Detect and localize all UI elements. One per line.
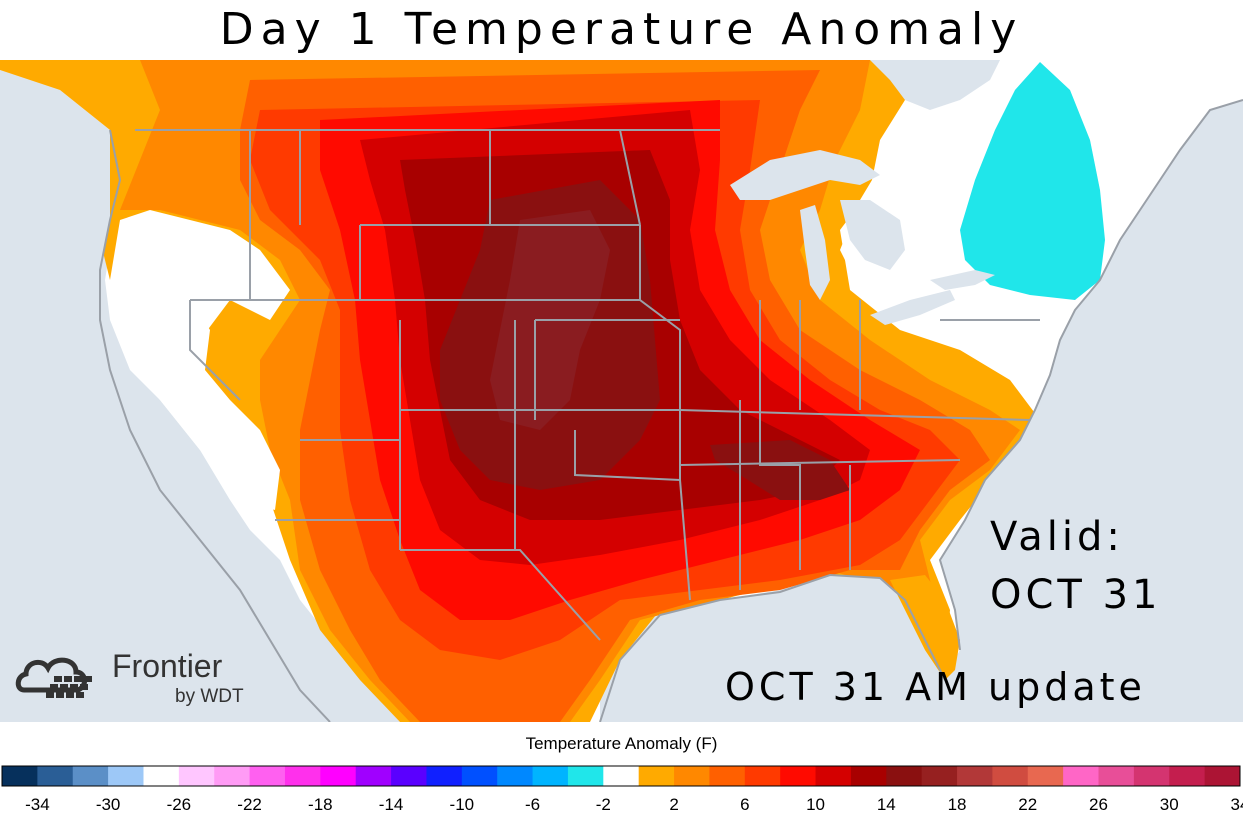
gulf-of-mexico bbox=[600, 575, 940, 722]
lake-erie bbox=[870, 290, 955, 325]
legend-swatch bbox=[249, 766, 286, 786]
legend-swatch bbox=[461, 766, 498, 786]
legend-swatch bbox=[992, 766, 1029, 786]
legend-tick-label: 34 bbox=[1231, 795, 1243, 814]
legend-swatch bbox=[108, 766, 144, 786]
legend-swatch bbox=[391, 766, 427, 786]
legend-swatch bbox=[426, 766, 463, 786]
legend-swatch bbox=[603, 766, 640, 786]
legend-swatch bbox=[744, 766, 781, 786]
legend-swatch bbox=[921, 766, 958, 786]
gulf-coastline bbox=[599, 573, 946, 722]
legend-swatch bbox=[674, 766, 710, 786]
legend-tick-label: 10 bbox=[806, 795, 825, 814]
valid-label: Valid: bbox=[990, 514, 1124, 560]
legend-tick-label: 6 bbox=[740, 795, 749, 814]
legend-swatch bbox=[638, 766, 675, 786]
cool-anomaly-zone bbox=[960, 62, 1105, 300]
color-legend: -34 -30 -26 -22 -18 -14 -10 -6 -2 2 6 10 14 18 22 26 30 3… bbox=[1, 765, 1243, 814]
legend-tick-label: 26 bbox=[1089, 795, 1108, 814]
legend-tick-label: -10 bbox=[450, 795, 475, 814]
legend-swatch bbox=[1169, 766, 1206, 786]
lake-michigan bbox=[800, 205, 830, 300]
legend-swatch bbox=[957, 766, 993, 786]
legend-swatch bbox=[497, 766, 534, 786]
anomaly-0-sw bbox=[110, 300, 280, 510]
legend-tick-label: -6 bbox=[525, 795, 540, 814]
legend-tick-label: -26 bbox=[167, 795, 192, 814]
map-title: Day 1 Temperature Anomaly bbox=[219, 4, 1024, 55]
water-north bbox=[870, 60, 1000, 110]
legend-swatch bbox=[284, 766, 321, 786]
legend-swatch bbox=[1063, 766, 1100, 786]
logo-name: Frontier bbox=[112, 648, 223, 684]
coastline bbox=[99, 129, 331, 722]
legend-frame bbox=[1, 765, 1241, 787]
legend-tick-label: -14 bbox=[379, 795, 404, 814]
legend-swatch bbox=[72, 766, 109, 786]
legend-tick-label: 22 bbox=[1018, 795, 1037, 814]
legend-swatch bbox=[886, 766, 923, 786]
pacific bbox=[0, 60, 330, 722]
anomaly-30-east bbox=[710, 440, 850, 500]
legend-swatch bbox=[1133, 766, 1170, 786]
legend-tick-label: -30 bbox=[96, 795, 121, 814]
legend-swatch bbox=[143, 766, 180, 786]
legend-swatch bbox=[709, 766, 746, 786]
legend-tick-label: -22 bbox=[237, 795, 262, 814]
legend-tick-label: 18 bbox=[948, 795, 967, 814]
legend-swatch bbox=[1098, 766, 1135, 786]
legend-tick-label: 30 bbox=[1160, 795, 1179, 814]
atlantic bbox=[940, 100, 1243, 722]
east-coastline bbox=[938, 99, 1243, 651]
legend-tick-label: -34 bbox=[25, 795, 50, 814]
legend-tick-label: 2 bbox=[669, 795, 678, 814]
legend-swatch bbox=[567, 766, 604, 786]
florida bbox=[890, 575, 960, 680]
lake-superior bbox=[730, 150, 880, 200]
legend-swatch bbox=[355, 766, 392, 786]
legend-swatch bbox=[815, 766, 852, 786]
legend-title: Temperature Anomaly (F) bbox=[525, 734, 718, 753]
legend-tick-label: -2 bbox=[596, 795, 611, 814]
frontier-logo-icon bbox=[15, 657, 92, 698]
state-borders bbox=[135, 129, 1040, 641]
legend-swatch bbox=[320, 766, 357, 786]
legend-swatch bbox=[214, 766, 251, 786]
legend-swatch bbox=[780, 766, 817, 786]
logo-subtitle: by WDT bbox=[175, 686, 244, 707]
legend-swatch bbox=[178, 766, 215, 786]
lake-huron bbox=[840, 200, 905, 270]
legend-tick-label: 14 bbox=[877, 795, 896, 814]
lake-ontario bbox=[930, 270, 995, 290]
legend-swatch bbox=[1204, 766, 1241, 786]
anomaly-map bbox=[0, 60, 1243, 722]
valid-date: OCT 31 bbox=[990, 572, 1162, 618]
legend-swatch bbox=[37, 766, 74, 786]
legend-swatch bbox=[1027, 766, 1064, 786]
legend-swatch bbox=[2, 766, 38, 786]
legend-swatch bbox=[532, 766, 569, 786]
legend-tick-label: -18 bbox=[308, 795, 333, 814]
legend-swatch bbox=[850, 766, 887, 786]
update-label: OCT 31 AM update bbox=[725, 665, 1146, 709]
